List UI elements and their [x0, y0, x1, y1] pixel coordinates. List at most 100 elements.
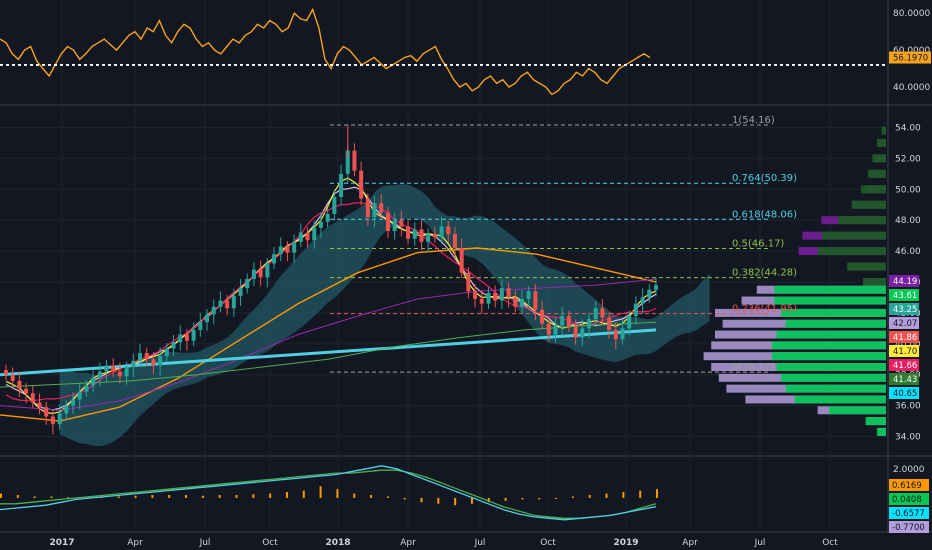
macd-hist-bar [437, 497, 440, 504]
ma-orange-line [0, 247, 657, 422]
price-tag [889, 289, 919, 301]
fib-label: 0.618(48.06) [732, 209, 797, 220]
macd-hist-bar [67, 497, 70, 499]
vp-buy-bar [881, 126, 886, 135]
candle-body [352, 150, 357, 171]
candle-body [97, 371, 102, 378]
time-axis-tick: Oct [540, 538, 556, 548]
rsi-value-label: 56.1970 [893, 54, 928, 64]
vp-buy-bar [772, 352, 886, 361]
fib-label: 0.5(46.17) [732, 238, 784, 249]
macd-hist-bar [521, 497, 524, 500]
candle-body [600, 308, 605, 318]
candle-body [426, 234, 431, 242]
macd-hist-bar [185, 495, 188, 498]
macd-line [0, 465, 657, 521]
vp-buy-bar [863, 278, 886, 286]
fib-label: 0(38.17) [732, 362, 775, 373]
macd-hist-bar [50, 496, 53, 498]
candle-body [607, 317, 612, 330]
macd-hist-bar [403, 497, 406, 500]
rsi-axis-tick: 60.0000 [893, 46, 930, 56]
candle-body [466, 272, 471, 292]
candle-body [493, 292, 498, 301]
candle-body [613, 329, 618, 340]
candle-body [318, 221, 323, 228]
macd-tag-label: 0.0408 [892, 495, 922, 505]
candle-body [446, 226, 451, 235]
macd-hist-bar [134, 495, 137, 498]
ma-magenta-line [5, 202, 657, 402]
vp-buy-bar [822, 231, 886, 240]
candle-body [359, 170, 364, 199]
price-tag [889, 275, 919, 287]
price-tag-label: 43.61 [893, 291, 917, 301]
candle-body [71, 399, 76, 406]
candle-body [640, 297, 645, 304]
price-tag-label: 42.07 [893, 319, 917, 329]
candle-body [452, 234, 457, 248]
time-axis-tick: 2018 [325, 538, 350, 548]
candle-body [560, 316, 565, 326]
macd-hist-bar [235, 495, 238, 498]
candle-body [339, 173, 344, 197]
price-tag [889, 373, 919, 385]
ma-cyan-line [0, 328, 657, 377]
candle-body [379, 203, 384, 213]
candle-body [332, 197, 337, 214]
candle-body [546, 323, 551, 335]
candle-body [519, 299, 524, 307]
candle-body [399, 220, 404, 227]
candle-body [586, 319, 591, 329]
macd-hist-bar [269, 493, 272, 498]
macd-tag-label: 0.6169 [892, 481, 922, 491]
time-axis-tick: Jul [199, 538, 211, 548]
macd-hist-bar [201, 495, 204, 498]
price-tag [889, 345, 919, 357]
macd-hist-bar [319, 486, 322, 498]
vp-buy-bar [865, 417, 886, 426]
macd-hist-bar [555, 497, 558, 499]
rsi-value-tag [889, 51, 931, 64]
macd-tag [889, 507, 929, 519]
vp-buy-bar [867, 169, 886, 178]
macd-hist-bar [639, 490, 642, 498]
macd-tag [889, 479, 929, 491]
candle-body [479, 299, 484, 304]
price-tag [889, 317, 919, 329]
candle-body [245, 278, 250, 289]
vp-buy-bar [781, 308, 886, 317]
price-axis-tick: 36.00 [895, 402, 921, 412]
candle-body [191, 329, 196, 341]
fibonacci-levels: 1(54.16) 0.764(50.39) 0.618(48.06) 0.5(46.1… [330, 115, 797, 373]
candle-body [292, 241, 297, 253]
cloud-band [59, 184, 710, 447]
candle-body [406, 226, 411, 239]
time-axis-tick: Oct [262, 538, 278, 548]
price-axis-tick: 48.00 [895, 216, 921, 226]
macd-hist-bar [470, 497, 473, 504]
candle-body [392, 220, 397, 231]
vp-buy-bar [838, 216, 886, 225]
candle-body [633, 303, 638, 316]
candle-body [111, 365, 116, 372]
vp-buy-bar [776, 363, 886, 371]
candle-body [325, 214, 330, 222]
vp-buy-bar [847, 262, 886, 271]
candle-body [459, 248, 464, 273]
candle-body [412, 229, 417, 239]
macd-hist-bar [302, 490, 305, 498]
fib-label: 0.764(50.39) [732, 173, 797, 184]
candle-body [620, 328, 625, 340]
candle-body [513, 297, 518, 307]
candle-body [184, 334, 189, 341]
candle-body [533, 291, 538, 310]
axes: 80.0000 60.0000 40.0000 56.1970 54.00 52.00 50… [49, 9, 931, 548]
candle-body [526, 291, 531, 299]
candle-body [131, 360, 136, 367]
time-axis-tick: 2017 [49, 538, 74, 548]
price-axis-tick: 40.00 [895, 340, 921, 350]
candle-body [345, 150, 350, 174]
candle-body [24, 388, 29, 394]
